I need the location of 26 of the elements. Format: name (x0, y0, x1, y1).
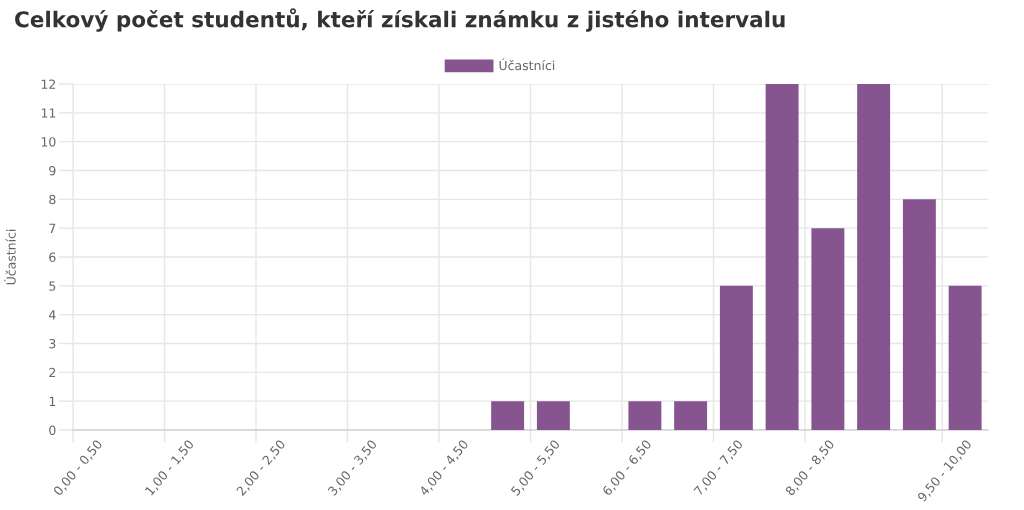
bar (857, 84, 891, 430)
bar (902, 199, 936, 430)
y-tick-label: 3 (49, 338, 56, 349)
bar (674, 401, 708, 430)
y-tick-label: 12 (41, 79, 56, 89)
y-tick-label: 8 (49, 194, 56, 205)
y-tick-label: 6 (49, 252, 56, 262)
legend-label: Účastníci (499, 58, 555, 71)
y-tick-label: 11 (41, 108, 56, 118)
chart-title: Celkový počet studentů, kteří získali známku z jistého intervalu (15, 8, 785, 32)
bar (719, 285, 753, 430)
y-tick-label: 2 (49, 367, 56, 378)
y-tick-label: 7 (49, 223, 56, 233)
y-tick-label: 9 (49, 165, 56, 176)
y-axis-title: Účastníci (4, 229, 16, 285)
bar (628, 401, 662, 430)
y-tick-label: 0 (49, 425, 56, 435)
bar (811, 228, 845, 430)
bar (765, 84, 799, 430)
y-tick-label: 4 (48, 310, 56, 320)
y-tick-label: 5 (49, 281, 56, 291)
bar (491, 401, 525, 430)
bar (536, 401, 570, 430)
bar (948, 285, 982, 430)
y-tick-label: 10 (41, 137, 56, 147)
y-tick-label: 1 (49, 396, 56, 406)
